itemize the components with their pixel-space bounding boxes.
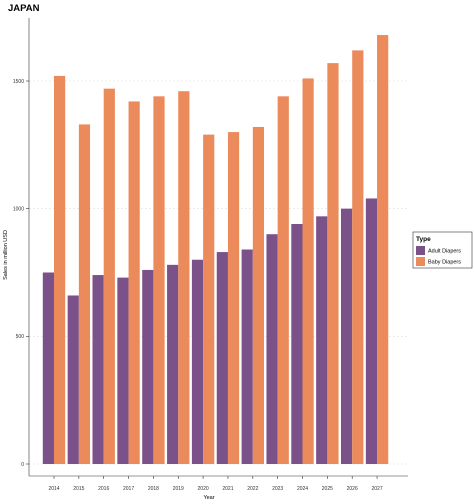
bar-baby-diapers <box>178 91 190 465</box>
bar-adult-diapers <box>142 269 154 464</box>
x-tick-label: 2024 <box>297 486 308 492</box>
bar-baby-diapers <box>277 96 289 464</box>
x-tick-label: 2021 <box>222 486 233 492</box>
bar-adult-diapers <box>117 277 129 464</box>
legend: Type Adult Diapers Baby Diapers <box>412 231 473 269</box>
y-axis-title: Sales in million USD <box>3 230 9 280</box>
x-axis-title: Year <box>203 495 214 501</box>
y-tick-label: 0 <box>21 462 24 468</box>
chart-title: JAPAN <box>8 3 40 14</box>
legend-items: Adult Diapers Baby Diapers <box>416 246 461 266</box>
bar-baby-diapers <box>377 35 389 464</box>
legend-label: Baby Diapers <box>428 260 461 266</box>
bar-adult-diapers <box>266 234 278 464</box>
bar-baby-diapers <box>103 88 115 464</box>
bar-adult-diapers <box>42 272 54 464</box>
bar-adult-diapers <box>92 275 104 464</box>
y-tick-label: 1000 <box>13 206 24 212</box>
bar-adult-diapers <box>167 264 179 464</box>
bar-adult-diapers <box>341 208 353 464</box>
x-tick-label: 2014 <box>48 486 59 492</box>
bar-baby-diapers <box>54 75 66 464</box>
x-tick-label: 2016 <box>98 486 109 492</box>
x-tick-label: 2025 <box>322 486 333 492</box>
bar-baby-diapers <box>302 78 314 465</box>
x-tick-label: 2026 <box>347 486 358 492</box>
y-axis-ticks: 0 500 1000 1500 <box>13 79 29 468</box>
x-tick-label: 2023 <box>272 486 283 492</box>
bar-adult-diapers <box>216 252 228 464</box>
legend-swatch <box>416 257 425 266</box>
x-tick-label: 2019 <box>173 486 184 492</box>
x-tick-label: 2015 <box>73 486 84 492</box>
bar-adult-diapers <box>291 223 303 464</box>
bar-adult-diapers <box>365 198 378 464</box>
bar-baby-diapers <box>327 63 339 464</box>
bar-adult-diapers <box>67 295 79 464</box>
y-tick-label: 500 <box>16 334 25 340</box>
bar-baby-diapers <box>78 124 91 464</box>
x-tick-label: 2022 <box>247 486 258 492</box>
bar-baby-diapers <box>153 96 165 464</box>
bar-adult-diapers <box>316 216 328 464</box>
bar-adult-diapers <box>241 249 253 464</box>
bar-baby-diapers <box>203 134 215 464</box>
bar-baby-diapers <box>227 132 240 465</box>
legend-swatch <box>416 246 425 255</box>
bar-adult-diapers <box>191 259 204 464</box>
x-tick-label: 2027 <box>371 486 382 492</box>
x-tick-label: 2018 <box>148 486 159 492</box>
x-tick-label: 2017 <box>123 486 134 492</box>
bars <box>42 35 389 465</box>
x-tick-label: 2020 <box>198 486 209 492</box>
bar-baby-diapers <box>252 126 264 465</box>
legend-label: Adult Diapers <box>428 249 461 255</box>
bar-baby-diapers <box>352 50 364 465</box>
bar-baby-diapers <box>128 101 140 464</box>
legend-title: Type <box>416 236 431 243</box>
y-tick-label: 1500 <box>13 79 24 85</box>
x-axis-ticks: 2014 2015 2016 2017 2018 2019 2020 2021 2022 2023… <box>48 476 383 492</box>
